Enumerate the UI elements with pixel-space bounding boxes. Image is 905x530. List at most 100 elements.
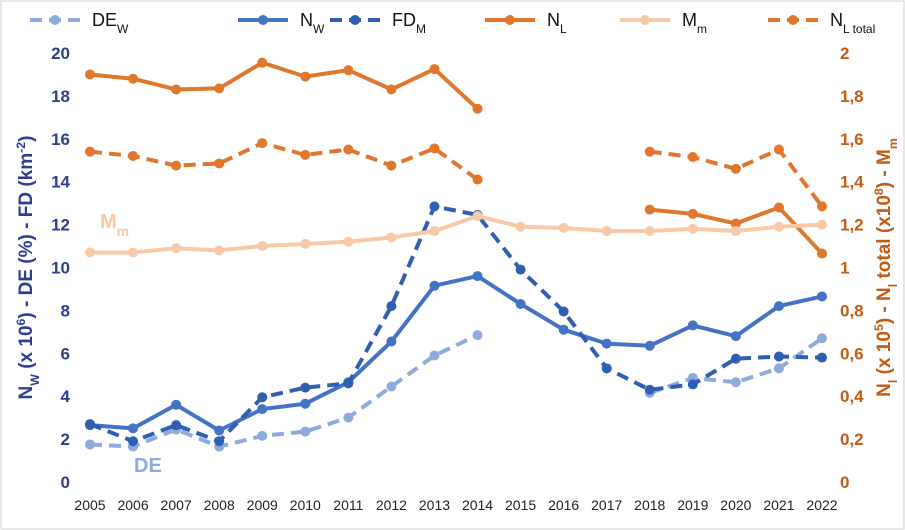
annotation-sub: m [117, 223, 129, 239]
y-tick-label: 4 [61, 387, 71, 406]
data-point [257, 241, 268, 252]
data-point [343, 65, 354, 76]
legend-marker [788, 15, 798, 25]
data-point [773, 351, 784, 362]
annotation-text: DE [134, 455, 162, 477]
data-point [386, 301, 397, 312]
data-point [171, 160, 182, 171]
data-point [128, 150, 139, 161]
x-tick-label: 2008 [204, 497, 235, 513]
legend-label: Mm [682, 10, 707, 36]
y2-tick-label: 0,6 [840, 344, 864, 363]
data-point [644, 226, 655, 237]
y-tick-label: 6 [61, 344, 70, 363]
y-tick-label: 0 [61, 473, 70, 492]
label-part: ) - M [874, 149, 895, 188]
label-part: (x 10 [16, 325, 37, 374]
label-part: (x 10 [874, 331, 895, 380]
y2-tick-label: 2 [840, 44, 849, 63]
data-point [300, 149, 311, 160]
data-point [386, 160, 397, 171]
label-part: m [886, 138, 900, 149]
data-point [257, 57, 268, 68]
series-line [89, 204, 823, 444]
data-point [429, 226, 440, 237]
legend-sub: W [117, 22, 129, 36]
y-tick-label: 10 [51, 259, 70, 278]
data-point [85, 247, 95, 258]
data-point [85, 439, 95, 450]
y2-tick-label: 0,4 [840, 387, 864, 406]
data-point [644, 384, 655, 395]
data-point [817, 201, 827, 212]
legend-label: NL total [830, 10, 875, 36]
label-part: ) - DE (%) - FD (km [16, 153, 37, 319]
data-point [601, 226, 612, 237]
data-point [515, 298, 526, 309]
data-point [687, 223, 698, 234]
legend-sub: L total [843, 22, 875, 36]
x-tick-label: 2005 [74, 497, 105, 513]
x-tick-label: 2011 [333, 497, 363, 513]
label-part: l [886, 380, 900, 383]
data-point [730, 163, 741, 174]
data-point [773, 363, 784, 374]
x-tick-label: 2006 [117, 497, 148, 513]
data-point [687, 379, 698, 390]
data-point [773, 221, 784, 232]
data-point [300, 382, 311, 393]
data-point [386, 232, 397, 243]
legend-sub: M [416, 22, 426, 36]
data-point [817, 333, 827, 344]
x-tick-label: 2012 [376, 497, 407, 513]
data-point [515, 221, 526, 232]
y2-tick-label: 1 [840, 259, 849, 278]
y-tick-label: 18 [51, 87, 70, 106]
legend-marker [505, 15, 515, 25]
data-point [386, 84, 397, 95]
data-point [386, 336, 397, 347]
x-tick-label: 2022 [806, 497, 837, 513]
x-tick-label: 2007 [161, 497, 192, 513]
data-point [257, 430, 268, 441]
y2-tick-label: 0 [840, 473, 849, 492]
label-part: W [28, 374, 42, 386]
legend-label: DEW [92, 10, 129, 36]
x-tick-label: 2018 [634, 497, 665, 513]
y2-tick-label: 1,8 [840, 87, 864, 106]
data-point [644, 340, 655, 351]
data-point [773, 301, 784, 312]
data-point [257, 138, 268, 149]
data-point [214, 436, 225, 447]
data-point [128, 73, 139, 84]
annotation-text: M [100, 211, 117, 233]
label-part: 8 [872, 188, 886, 195]
data-point [214, 245, 225, 256]
data-point [85, 146, 95, 157]
legend-name: N [547, 10, 560, 30]
y2-tick-label: 1,2 [840, 216, 864, 235]
y2-tick-label: 1,6 [840, 130, 864, 149]
data-point [128, 423, 139, 434]
data-point [472, 211, 483, 222]
legend-name: N [830, 10, 843, 30]
data-point [128, 247, 139, 258]
legend-label: NL [547, 10, 567, 36]
legend-sub: L [560, 22, 567, 36]
y-tick-label: 20 [51, 44, 70, 63]
legend-marker [640, 15, 650, 25]
data-point [773, 202, 784, 213]
data-point [85, 69, 95, 80]
data-point [644, 204, 655, 215]
data-point [773, 144, 784, 155]
data-point [817, 291, 827, 302]
data-point [687, 320, 698, 331]
legend-sub: m [697, 22, 707, 36]
label-part: N [16, 386, 37, 400]
y2-tick-label: 0,2 [840, 430, 864, 449]
data-point [171, 84, 182, 95]
data-point [558, 306, 569, 317]
annotation: DE [134, 455, 162, 477]
data-point [128, 436, 139, 447]
